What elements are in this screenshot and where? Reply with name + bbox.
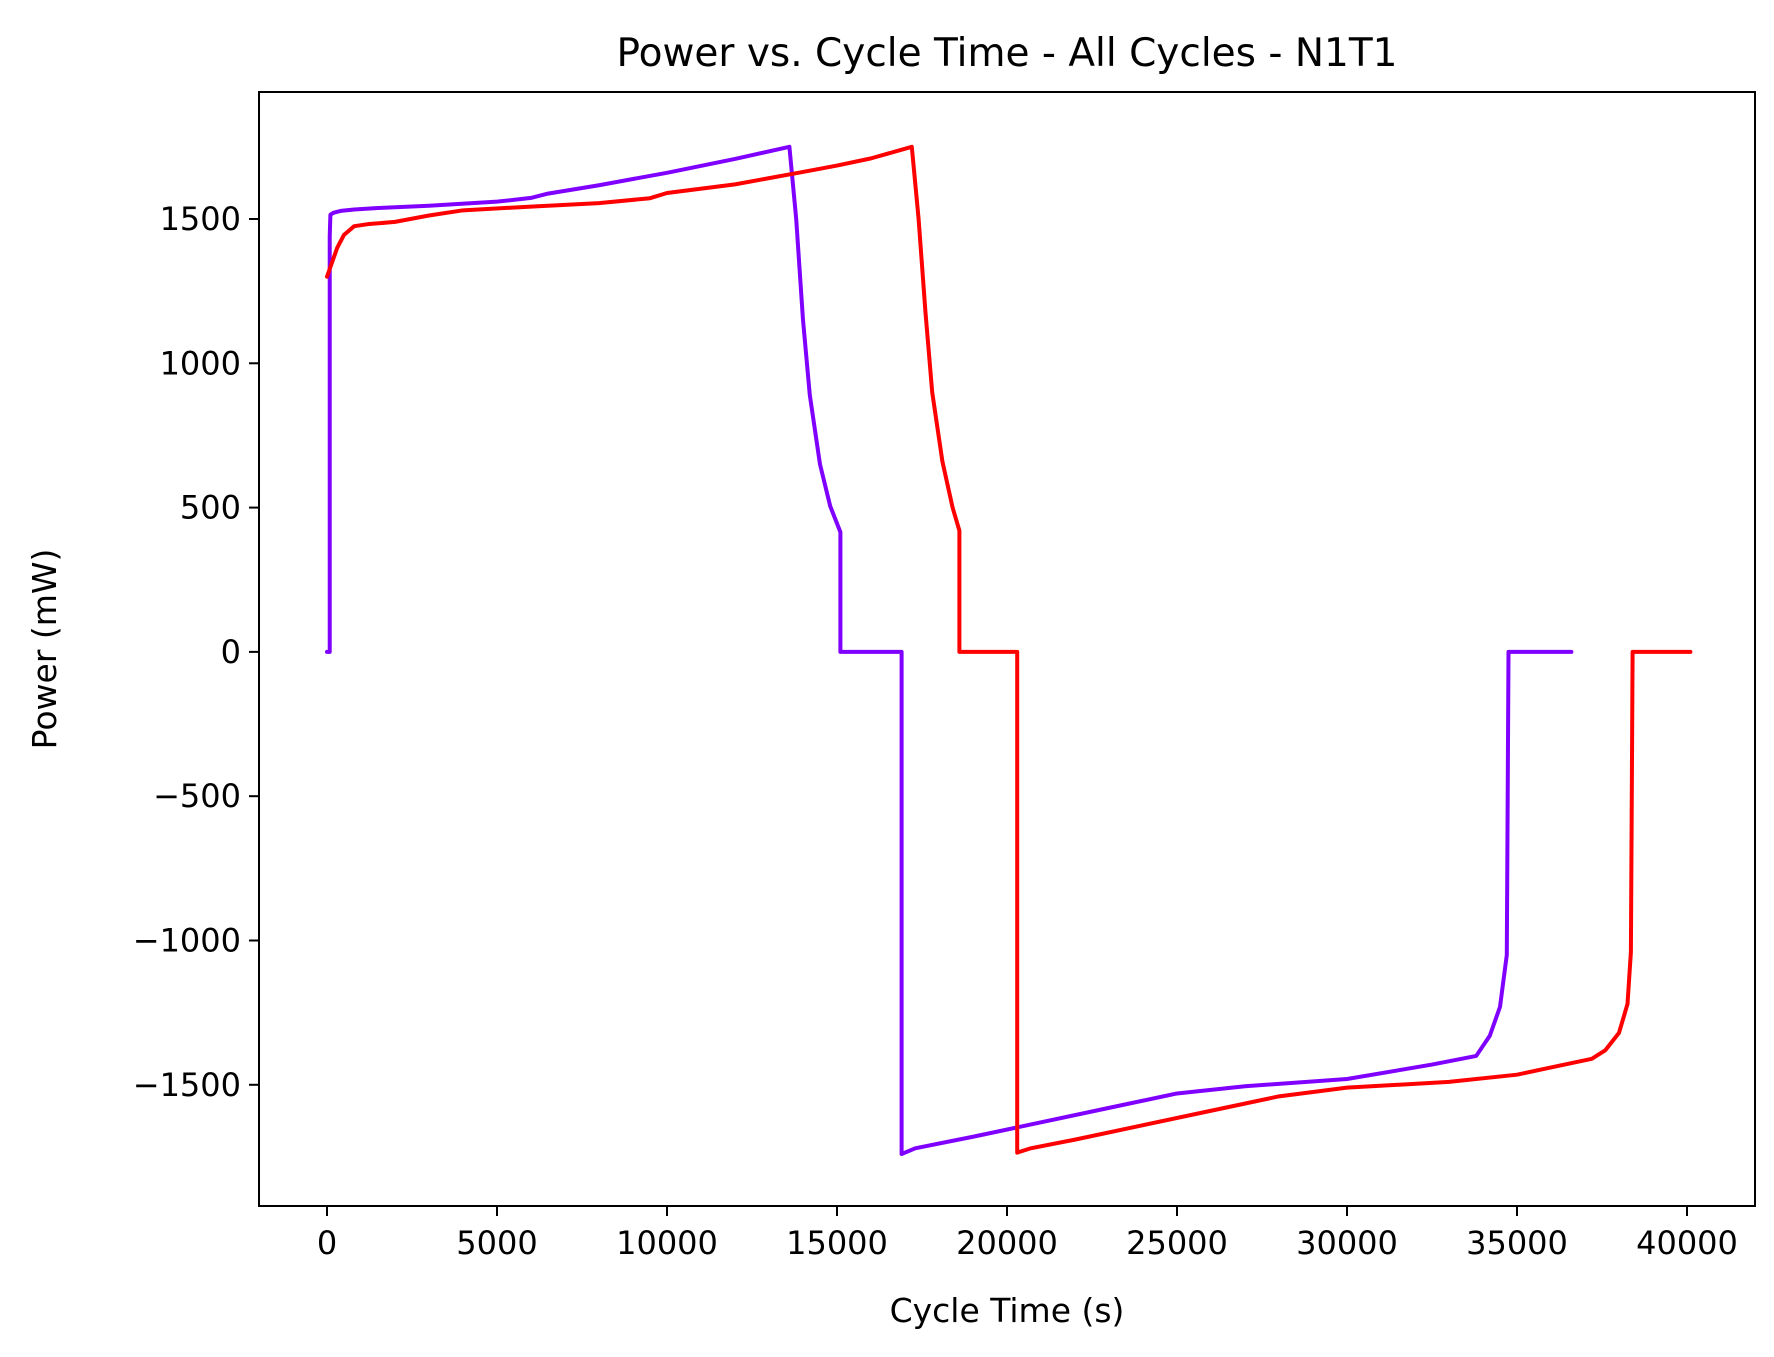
x-tick-label: 40000 xyxy=(1636,1224,1738,1262)
x-tick-label: 30000 xyxy=(1296,1224,1398,1262)
y-axis-label: Power (mW) xyxy=(25,549,64,750)
x-tick-label: 35000 xyxy=(1466,1224,1568,1262)
x-tick-label: 25000 xyxy=(1126,1224,1228,1262)
series-line-0 xyxy=(325,144,1574,1157)
x-tick-label: 5000 xyxy=(456,1224,537,1262)
y-axis: −1500 −1000 −500 0 500 1000 1500 xyxy=(133,200,259,1104)
chart-title: Power vs. Cycle Time - All Cycles - N1T1 xyxy=(617,31,1398,76)
y-tick-label: 1500 xyxy=(160,200,241,238)
x-tick-label: 10000 xyxy=(616,1224,718,1262)
y-tick-label: 1000 xyxy=(160,344,241,382)
x-tick-label: 0 xyxy=(317,1224,337,1262)
x-tick-label: 20000 xyxy=(956,1224,1058,1262)
series-line-1 xyxy=(325,144,1693,1155)
x-axis: 0 5000 10000 15000 20000 25000 30000 35000 40000 xyxy=(317,1206,1738,1262)
y-tick-label: 0 xyxy=(221,633,241,671)
y-tick-label: −1500 xyxy=(133,1066,241,1104)
series-layer xyxy=(325,144,1693,1157)
x-tick-label: 15000 xyxy=(786,1224,888,1262)
y-tick-label: 500 xyxy=(180,489,241,527)
y-tick-label: −500 xyxy=(153,777,241,815)
x-axis-label: Cycle Time (s) xyxy=(890,1291,1125,1330)
y-tick-label: −1000 xyxy=(133,921,241,959)
